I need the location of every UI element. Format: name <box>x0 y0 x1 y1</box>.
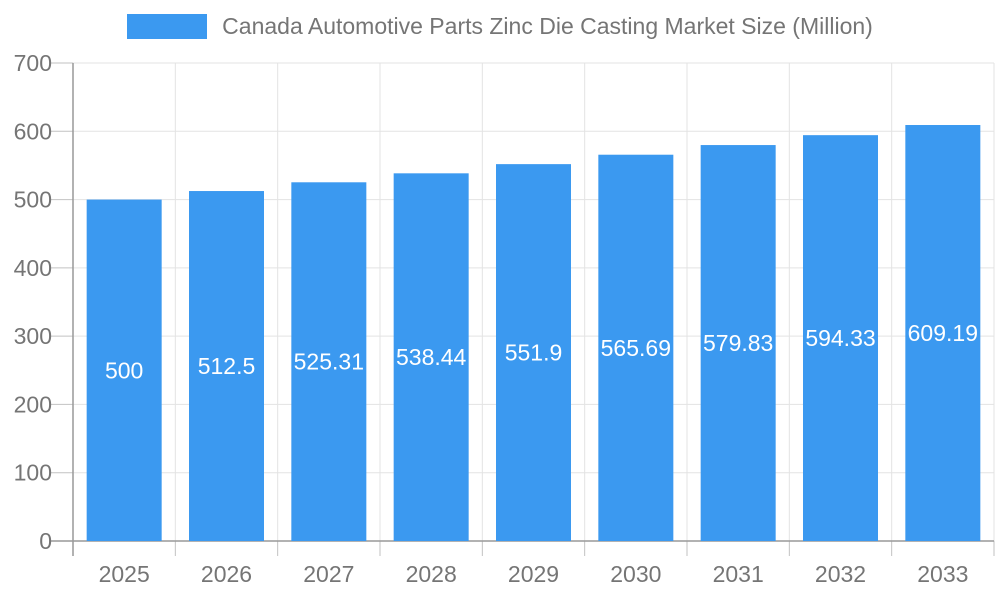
bar <box>803 135 878 541</box>
bar <box>700 145 776 541</box>
x-axis-tick-label: 2028 <box>406 561 457 587</box>
x-axis-tick-label: 2027 <box>303 561 354 587</box>
bar <box>598 154 674 541</box>
legend-swatch <box>127 14 208 39</box>
x-axis-tick-label: 2032 <box>815 561 866 587</box>
bar-value-label: 500 <box>105 357 143 383</box>
bar-value-label: 538.44 <box>396 344 467 370</box>
bar <box>291 182 367 541</box>
x-axis-tick-label: 2030 <box>610 561 661 587</box>
y-axis-tick-label: 200 <box>14 391 52 417</box>
bar-value-label: 525.31 <box>294 349 364 375</box>
legend-label: Canada Automotive Parts Zinc Die Casting… <box>222 13 873 39</box>
bar <box>86 199 162 542</box>
y-axis-tick-label: 300 <box>14 323 52 349</box>
x-axis-tick-label: 2033 <box>917 561 968 587</box>
bar-value-label: 551.9 <box>505 340 563 366</box>
x-axis-tick-label: 2031 <box>713 561 764 587</box>
bar-value-label: 579.83 <box>703 330 773 356</box>
y-axis-tick-label: 500 <box>14 187 52 213</box>
y-axis-tick-label: 100 <box>14 460 52 486</box>
x-axis-tick-label: 2025 <box>99 561 150 587</box>
bar <box>905 125 981 541</box>
y-axis-tick-label: 700 <box>14 50 52 76</box>
legend[interactable]: Canada Automotive Parts Zinc Die Casting… <box>0 14 1000 39</box>
bar-value-label: 609.19 <box>908 320 978 346</box>
bar-value-label: 512.5 <box>198 353 256 379</box>
bar <box>189 191 264 542</box>
x-axis-tick-label: 2029 <box>508 561 559 587</box>
bar <box>496 164 571 541</box>
x-axis-tick-label: 2026 <box>201 561 252 587</box>
bar-value-label: 594.33 <box>805 325 875 351</box>
y-axis-tick-label: 600 <box>14 118 52 144</box>
y-axis-tick-label: 0 <box>39 528 52 554</box>
y-axis-tick-label: 400 <box>14 255 52 281</box>
bar <box>393 173 469 542</box>
bar-value-label: 565.69 <box>601 335 671 361</box>
